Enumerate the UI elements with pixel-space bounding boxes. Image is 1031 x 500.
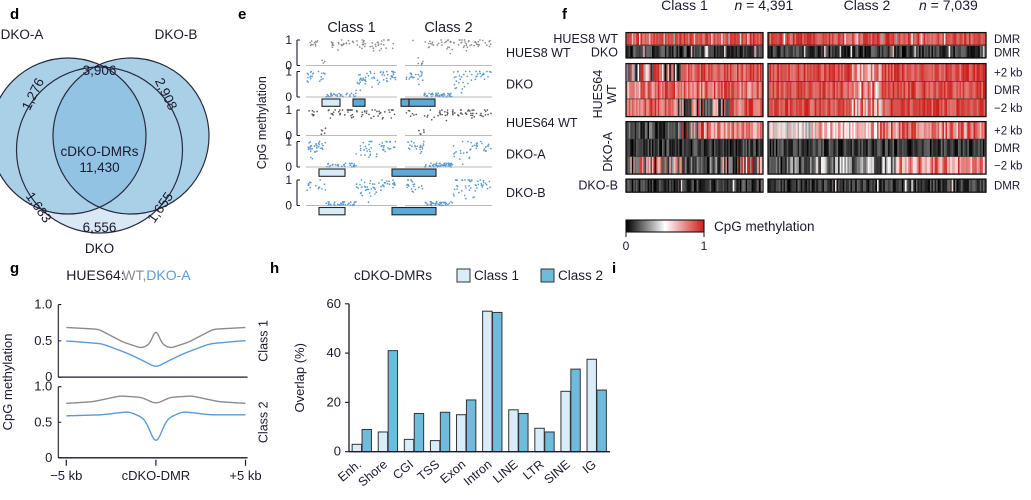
svg-text:WT: WT (605, 84, 619, 104)
svg-text:DKO-A: DKO-A (601, 131, 615, 171)
svg-text:Class 1: Class 1 (661, 0, 708, 13)
svg-text:DKO-A: DKO-A (506, 147, 546, 161)
svg-text:Class 2: Class 2 (844, 0, 891, 13)
svg-text:1: 1 (285, 33, 292, 47)
svg-text:cDKO-DMR: cDKO-DMR (122, 468, 191, 483)
svg-text:DKO: DKO (85, 241, 114, 256)
svg-text:DMR: DMR (994, 85, 1020, 97)
svg-text:Exon: Exon (438, 457, 469, 486)
svg-text:3,906: 3,906 (83, 63, 117, 78)
svg-text:1: 1 (701, 239, 708, 253)
svg-text:DKO: DKO (591, 45, 618, 59)
svg-text:−5 kb: −5 kb (50, 468, 82, 483)
svg-text:DMR: DMR (994, 181, 1020, 193)
svg-text:6,556: 6,556 (83, 220, 117, 235)
svg-text:DKO-A: DKO-A (146, 267, 191, 283)
svg-text:1.0: 1.0 (34, 379, 52, 394)
svg-text:Class 1: Class 1 (474, 268, 519, 283)
svg-text:DMR: DMR (994, 47, 1020, 59)
svg-text:DKO-B: DKO-B (578, 179, 618, 193)
svg-text:0.5: 0.5 (34, 414, 52, 429)
svg-text:Intron: Intron (461, 457, 495, 488)
svg-text:1.0: 1.0 (34, 297, 52, 312)
svg-text:IG: IG (580, 457, 599, 476)
svg-text:HUES64: HUES64 (591, 70, 605, 119)
svg-text:TSS: TSS (415, 457, 443, 483)
svg-text:−2 kb: −2 kb (994, 160, 1022, 172)
svg-text:LTR: LTR (520, 457, 546, 482)
svg-text:CpG methylation: CpG methylation (255, 76, 269, 169)
svg-text:Overlap (%): Overlap (%) (292, 343, 307, 412)
svg-text:0: 0 (285, 199, 292, 213)
svg-text:40: 40 (327, 345, 341, 360)
svg-text:HUES64:: HUES64: (66, 267, 124, 283)
svg-text:CpG methylation: CpG methylation (0, 334, 15, 431)
svg-text:Class 1: Class 1 (257, 320, 271, 362)
svg-text:11,430: 11,430 (79, 160, 119, 175)
svg-text:DKO: DKO (506, 77, 533, 91)
svg-text:SINE: SINE (541, 457, 572, 486)
svg-text:Class 2: Class 2 (257, 401, 271, 443)
svg-text:n = 4,391: n = 4,391 (735, 0, 794, 13)
svg-text:DKO-B: DKO-B (506, 186, 546, 200)
svg-text:cDKO-DMRs: cDKO-DMRs (61, 144, 139, 159)
svg-text:DMR: DMR (994, 143, 1020, 155)
svg-text:0: 0 (285, 160, 292, 174)
svg-text:1: 1 (285, 103, 292, 117)
svg-text:CGI: CGI (390, 457, 416, 482)
svg-text:0: 0 (45, 450, 52, 465)
svg-text:DMR: DMR (994, 34, 1020, 46)
svg-text:1: 1 (285, 173, 292, 187)
svg-text:Enh.: Enh. (335, 457, 364, 484)
svg-text:+2 kb: +2 kb (994, 125, 1022, 137)
svg-text:DKO-A: DKO-A (1, 28, 44, 42)
svg-text:cDKO-DMRs: cDKO-DMRs (354, 268, 432, 283)
svg-text:0: 0 (334, 444, 341, 459)
svg-text:HUES8 WT: HUES8 WT (506, 46, 571, 60)
svg-text:Class 1: Class 1 (327, 20, 375, 36)
svg-text:+5 kb: +5 kb (229, 468, 261, 483)
svg-text:WT,: WT, (122, 267, 146, 283)
svg-text:0: 0 (623, 239, 630, 253)
svg-text:−2 kb: −2 kb (994, 103, 1022, 115)
svg-text:Class 2: Class 2 (424, 20, 472, 36)
svg-text:+2 kb: +2 kb (994, 67, 1022, 79)
svg-text:1: 1 (285, 135, 292, 149)
svg-text:Shore: Shore (356, 457, 391, 489)
svg-text:CpG methylation: CpG methylation (714, 219, 815, 234)
svg-text:Class 2: Class 2 (558, 268, 603, 283)
svg-text:0: 0 (285, 90, 292, 104)
svg-text:DKO-B: DKO-B (155, 28, 198, 42)
svg-text:LINE: LINE (490, 457, 520, 486)
svg-text:20: 20 (327, 394, 341, 409)
svg-text:HUES64 WT: HUES64 WT (506, 116, 578, 130)
svg-text:1: 1 (285, 65, 292, 79)
svg-text:n = 7,039: n = 7,039 (919, 0, 978, 13)
svg-text:60: 60 (327, 296, 341, 311)
svg-text:0: 0 (45, 369, 52, 384)
svg-text:0.5: 0.5 (34, 333, 52, 348)
